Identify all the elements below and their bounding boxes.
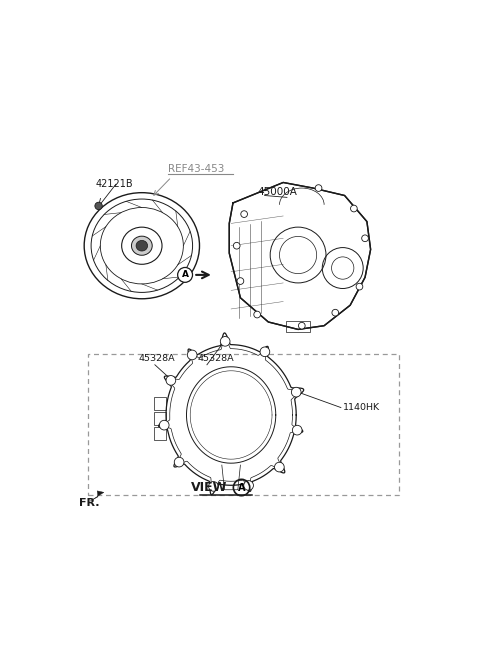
Text: 1140HK: 1140HK	[343, 403, 380, 412]
Text: A: A	[238, 483, 245, 493]
Circle shape	[362, 235, 368, 241]
Ellipse shape	[132, 236, 152, 255]
Circle shape	[220, 337, 230, 346]
Polygon shape	[90, 491, 104, 501]
Circle shape	[166, 375, 176, 385]
Bar	[88, 354, 398, 495]
Circle shape	[241, 211, 248, 217]
Circle shape	[174, 457, 184, 467]
Circle shape	[275, 462, 284, 472]
Circle shape	[233, 242, 240, 249]
Ellipse shape	[136, 240, 148, 251]
Circle shape	[356, 283, 363, 290]
Circle shape	[315, 185, 322, 192]
Circle shape	[187, 350, 197, 359]
Circle shape	[291, 387, 301, 397]
Text: 45328A: 45328A	[198, 354, 234, 363]
Circle shape	[350, 205, 357, 212]
Circle shape	[237, 277, 244, 285]
Text: 45000A: 45000A	[257, 187, 297, 197]
Circle shape	[95, 202, 102, 210]
Text: A: A	[181, 270, 189, 279]
Text: VIEW: VIEW	[191, 481, 228, 494]
Circle shape	[209, 482, 218, 491]
Circle shape	[292, 425, 302, 435]
Circle shape	[244, 481, 253, 490]
Circle shape	[178, 268, 192, 282]
Text: 42121B: 42121B	[96, 179, 133, 190]
Text: 45328A: 45328A	[138, 354, 175, 363]
Text: REF43-453: REF43-453	[168, 165, 224, 174]
Circle shape	[159, 420, 169, 430]
Polygon shape	[229, 182, 371, 329]
Text: FR.: FR.	[79, 498, 99, 508]
Circle shape	[260, 347, 270, 357]
Circle shape	[254, 311, 261, 318]
Circle shape	[332, 310, 338, 316]
Circle shape	[299, 322, 305, 329]
